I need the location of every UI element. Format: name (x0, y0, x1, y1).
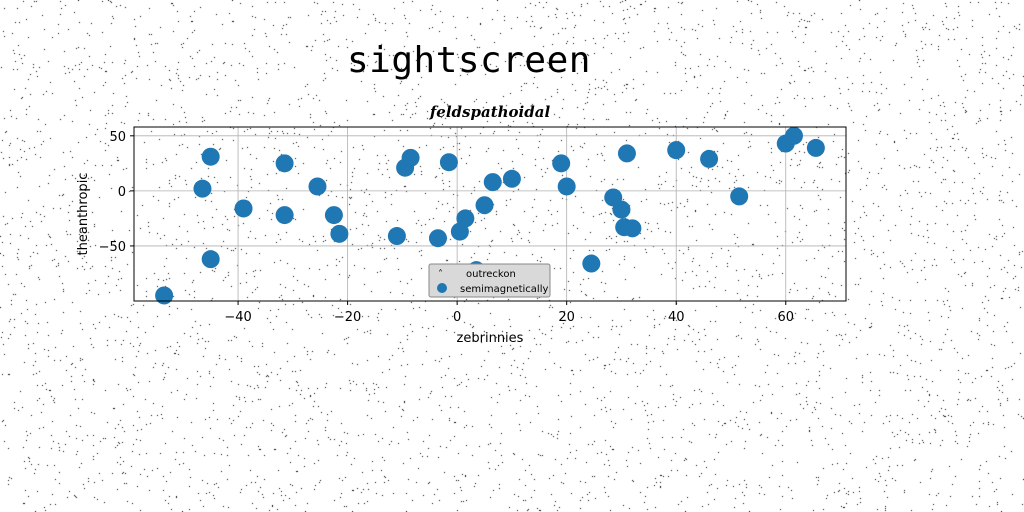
x-tick-label: 0 (453, 310, 461, 325)
data-point (387, 227, 406, 246)
x-tick-label: −40 (224, 310, 251, 325)
data-point (234, 199, 253, 218)
x-tick-label: 40 (668, 310, 685, 325)
data-point (612, 200, 631, 219)
x-tick-label: −20 (334, 310, 361, 325)
data-point (667, 141, 686, 160)
data-point (617, 144, 636, 163)
legend-marker-caret: ˄ (438, 268, 443, 280)
legend: ˄ outreckon semimagnetically (428, 263, 551, 298)
data-point (439, 153, 458, 172)
legend-box (428, 263, 551, 298)
data-point (784, 126, 803, 145)
data-point (806, 138, 825, 157)
data-point (155, 286, 174, 305)
data-point (552, 154, 571, 173)
data-point (557, 177, 576, 196)
x-axis-label: zebrinnies (457, 331, 524, 346)
data-point (275, 154, 294, 173)
plot-frame (133, 126, 847, 302)
data-point (456, 209, 475, 228)
x-tick-label: 60 (777, 310, 794, 325)
y-tick-label: −50 (99, 240, 126, 255)
data-point (502, 169, 521, 188)
data-point (401, 148, 420, 167)
data-point (193, 179, 212, 198)
legend-label: outreckon (466, 269, 516, 280)
data-point (623, 219, 642, 238)
page-title: sightscreen (347, 40, 591, 81)
legend-marker-circle (437, 283, 447, 293)
data-point (483, 173, 502, 192)
data-point (275, 206, 294, 225)
data-point (730, 187, 749, 206)
y-tick-label: 0 (118, 185, 126, 200)
data-point (428, 229, 447, 248)
data-point (582, 254, 601, 273)
data-point (324, 206, 343, 225)
y-tick-label: 50 (109, 130, 126, 145)
data-point (201, 250, 220, 269)
data-point (201, 147, 220, 166)
data-point (475, 196, 494, 215)
legend-label: semimagnetically (460, 284, 548, 295)
x-tick-label: 20 (558, 310, 575, 325)
chart-title: feldspathoidal (429, 103, 551, 121)
axis-ticks: −40 −20 0 20 40 60 −50 0 50 (99, 130, 794, 325)
data-point (330, 224, 349, 243)
data-point (308, 177, 327, 196)
y-axis-label: theanthropic (76, 173, 91, 256)
data-point (700, 149, 719, 168)
